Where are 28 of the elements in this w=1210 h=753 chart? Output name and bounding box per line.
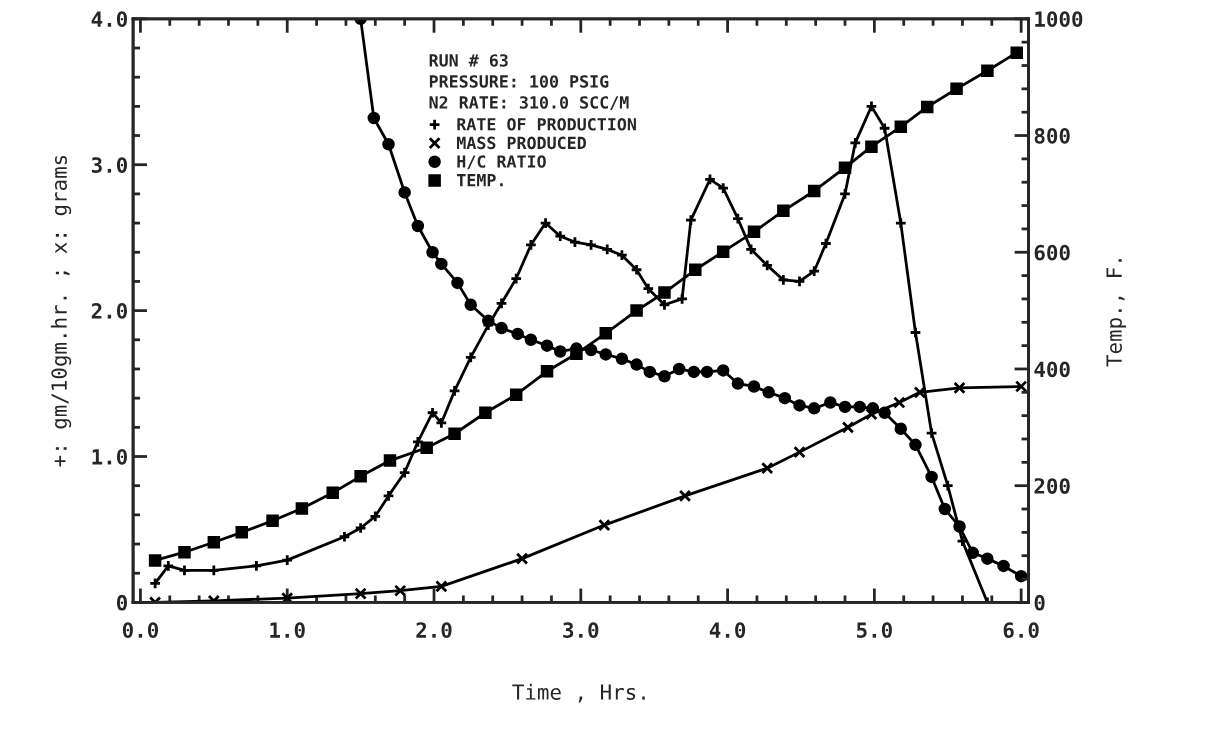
y-tick-label: 0	[116, 594, 127, 611]
legend-label: RATE OF PRODUCTION	[457, 117, 636, 131]
annotation: PRESSURE: 100 PSIG	[429, 75, 609, 88]
legend-label: H/C RATIO	[457, 155, 546, 170]
y2-tick-label: 200	[1034, 478, 1070, 494]
y-tick-label: 4.0	[91, 11, 127, 28]
x-tick-label: 0.0	[122, 622, 158, 638]
annotation: N2 RATE: 310.0 SCC/M	[429, 96, 629, 111]
y2-tick-label: 400	[1034, 361, 1070, 378]
x-tick-label: 3.0	[563, 622, 599, 638]
annotation: RUN # 63	[429, 54, 508, 67]
x-tick-label: 4.0	[709, 622, 746, 638]
y-tick-label: 1.0	[92, 448, 127, 465]
y2-tick-label: 1000	[1035, 11, 1083, 28]
x-axis-title: Time , Hrs.	[512, 683, 645, 703]
x-tick-label: 5.0	[857, 622, 892, 638]
y2-tick-label: 600	[1034, 244, 1070, 261]
legend-label: TEMP.	[457, 174, 503, 187]
y-tick-label: 3.0	[91, 157, 127, 173]
y2-tick-label: 0	[1034, 594, 1045, 611]
x-tick-label: 6.0	[1003, 622, 1039, 638]
y2-tick-label: 800	[1034, 127, 1070, 144]
y-axis-title: +: gm/10gm.hr. ; x: grams	[50, 155, 72, 467]
legend-label: MASS PRODUCED	[457, 136, 586, 150]
y-tick-label: 2.0	[91, 303, 127, 319]
x-tick-label: 2.0	[416, 622, 452, 638]
y2-axis-title: Temp., F.	[1106, 259, 1127, 367]
x-tick-label: 1.0	[270, 622, 305, 638]
